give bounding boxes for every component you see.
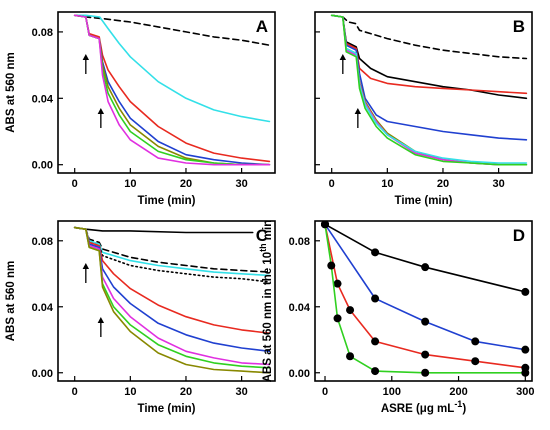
series-line-9 <box>73 226 271 374</box>
data-point <box>421 263 430 272</box>
x-tick-label: 0 <box>72 386 78 398</box>
arrow-marker <box>339 54 347 74</box>
x-tick-label: 10 <box>381 178 393 190</box>
data-point <box>371 248 380 257</box>
x-tick-label: 0 <box>329 178 335 190</box>
data-point <box>371 367 380 376</box>
series-line-8 <box>330 14 528 166</box>
data-point <box>371 294 380 303</box>
x-axis-label: ASRE (μg mL-1) <box>381 399 467 415</box>
y-axis-label: ABS at 560 nm in the 10th min <box>258 220 274 383</box>
data-point <box>521 345 530 354</box>
x-tick-label: 10 <box>124 178 136 190</box>
arrow-marker <box>97 108 105 128</box>
series-line-7 <box>73 14 271 166</box>
data-point <box>471 337 480 346</box>
y-tick-label: 0.08 <box>32 236 53 248</box>
data-point <box>346 306 355 315</box>
y-axis-label: ABS at 560 nm <box>5 52 17 133</box>
y-tick-label: 0.04 <box>32 93 54 105</box>
series-line-7 <box>73 226 271 366</box>
series-group <box>73 226 271 374</box>
x-tick-label: 20 <box>437 178 449 190</box>
panel-letter: A <box>256 17 268 36</box>
data-point <box>521 287 530 296</box>
data-point <box>471 357 480 366</box>
x-axis-label: Time (min) <box>395 195 453 207</box>
x-tick-label: 30 <box>235 386 247 398</box>
x-tick-label: 20 <box>180 178 192 190</box>
series-line-3 <box>73 226 271 277</box>
series-line-1 <box>73 226 254 234</box>
arrow-marker <box>82 263 90 283</box>
series-line-1 <box>330 14 528 60</box>
series-line-1 <box>324 223 527 293</box>
series-line-2 <box>73 226 271 273</box>
x-tick-label: 20 <box>180 386 192 398</box>
panel-letter: B <box>513 17 525 36</box>
data-point <box>521 368 530 377</box>
plot-frame <box>57 11 276 174</box>
y-tick-label: 0.00 <box>32 160 53 172</box>
series-line-3 <box>324 223 527 369</box>
x-tick-label: 200 <box>449 386 467 398</box>
x-tick-label: 0 <box>322 386 328 398</box>
series-line-3 <box>73 14 271 163</box>
series-group <box>73 14 271 166</box>
series-group <box>330 14 528 166</box>
panel-a: 0 10 20 30 0.00 0.04 0.08 Time (min) ABS at 560 … <box>5 11 276 207</box>
data-point <box>333 314 342 323</box>
data-point <box>421 350 430 359</box>
x-tick-label: 10 <box>124 386 136 398</box>
y-tick-label: 0.04 <box>32 302 54 314</box>
x-tick-label: 300 <box>516 386 534 398</box>
plot-frame <box>314 11 533 174</box>
panel-letter: D <box>513 226 525 245</box>
y-tick-label: 0.08 <box>32 27 53 39</box>
x-tick-label: 30 <box>492 178 504 190</box>
arrow-marker <box>82 54 90 74</box>
y-tick-label: 0.04 <box>289 302 311 314</box>
data-point <box>346 352 355 361</box>
data-point <box>333 279 342 288</box>
series-line-7 <box>330 14 528 164</box>
x-axis-label: Time (min) <box>138 403 196 415</box>
x-axis-label: Time (min) <box>138 195 196 207</box>
panel-letter: C <box>256 226 268 245</box>
y-tick-label: 0.00 <box>32 368 53 380</box>
x-tick-label: 100 <box>383 386 401 398</box>
x-tick-label: 30 <box>235 178 247 190</box>
y-axis-label: ABS at 560 nm <box>5 261 17 342</box>
data-point <box>421 317 430 326</box>
plot-frame <box>57 220 276 382</box>
series-line-2 <box>324 223 527 351</box>
chart-panels: 0 10 20 30 0.00 0.04 0.08 Time (min) ABS at 560 … <box>5 11 535 415</box>
y-tick-label: 0.08 <box>289 236 310 248</box>
plot-frame <box>314 220 533 382</box>
x-tick-label: 0 <box>72 178 78 190</box>
series-line-4 <box>330 14 528 141</box>
arrow-marker <box>97 317 105 337</box>
y-tick-label: 0.00 <box>289 368 310 380</box>
series-line-4 <box>324 223 527 374</box>
data-point <box>421 368 430 377</box>
panel-b: 0 10 20 30 Time (min) B <box>314 11 533 207</box>
series-line-1 <box>73 14 271 47</box>
arrow-marker <box>354 108 362 128</box>
data-point <box>327 261 336 270</box>
panel-c: 0 10 20 30 0.00 0.04 0.08 Time (min) ABS at 560 … <box>5 220 276 415</box>
series-group <box>321 221 530 377</box>
panel-d: 0 100 200 300 0.00 0.04 0.08 ASRE (μg mL-1) ABS … <box>258 220 535 415</box>
series-line-2 <box>73 14 271 123</box>
data-point <box>371 337 380 346</box>
data-point <box>321 221 330 229</box>
